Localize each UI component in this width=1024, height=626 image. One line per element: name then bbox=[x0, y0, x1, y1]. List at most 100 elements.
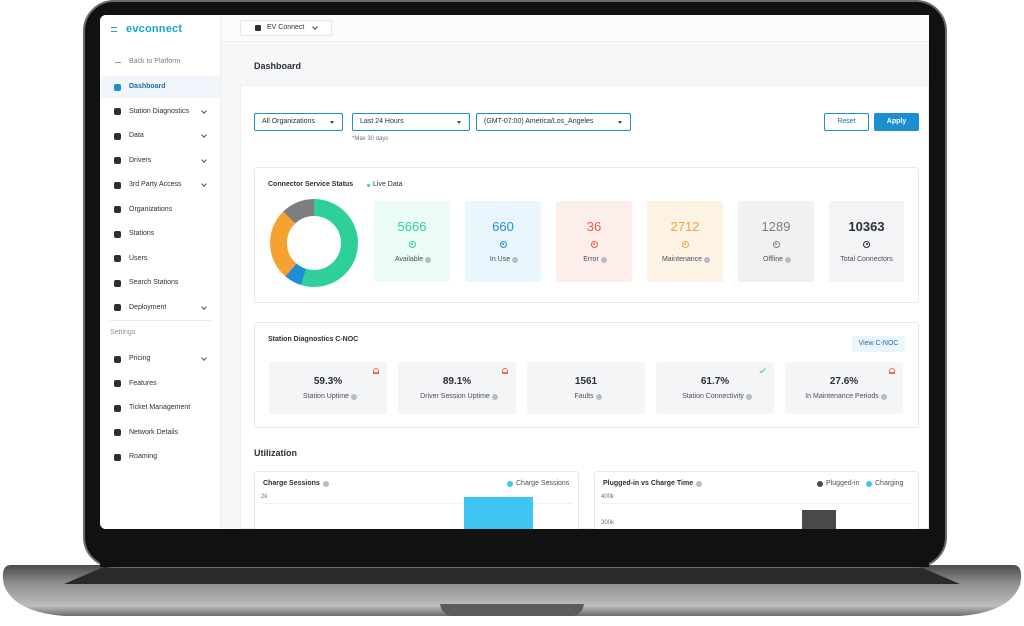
alert-bell-icon bbox=[373, 368, 379, 374]
diagnostics-card bbox=[398, 362, 516, 414]
range-note: *Max 30 days bbox=[352, 136, 389, 142]
diagnostics-card-label: Station Uptime bbox=[303, 393, 349, 400]
content-panel bbox=[240, 85, 929, 529]
donut-segment bbox=[270, 199, 358, 287]
status-card-label: Offline bbox=[762, 256, 784, 263]
nav-item[interactable]: Data bbox=[129, 132, 144, 139]
info-icon bbox=[696, 481, 702, 487]
status-card-icon-dot bbox=[684, 243, 686, 245]
legend-swatch bbox=[866, 481, 872, 487]
status-card-icon-dot bbox=[775, 243, 777, 245]
nav-icon bbox=[114, 453, 121, 461]
timezone-filter[interactable] bbox=[476, 113, 631, 131]
nav-item[interactable]: Network Details bbox=[129, 428, 179, 436]
status-card-icon bbox=[590, 240, 598, 248]
nav-icon bbox=[114, 380, 121, 388]
alert-bell-icon bbox=[502, 368, 508, 374]
nav-item[interactable]: Ticket Management bbox=[129, 404, 191, 412]
nav-icon bbox=[114, 429, 121, 437]
status-card-icon bbox=[772, 240, 780, 248]
live-label: Live Data bbox=[373, 181, 403, 188]
status-card-icon-dot bbox=[502, 243, 504, 245]
y-tick-label: 400k bbox=[601, 494, 615, 500]
bar bbox=[802, 510, 836, 529]
legend-label: Plugged-in bbox=[826, 480, 860, 487]
nav-icon bbox=[114, 355, 121, 363]
trackpad-notch bbox=[440, 604, 584, 616]
status-card-label: In Use bbox=[489, 256, 511, 263]
nav-item[interactable]: 3rd Party Access bbox=[129, 181, 182, 188]
organization-filter-label[interactable]: All Organizations bbox=[262, 118, 315, 125]
nav-icon bbox=[114, 304, 121, 311]
nav-icon bbox=[114, 132, 121, 140]
nav-item[interactable]: Stations bbox=[129, 230, 155, 237]
nav-item[interactable]: Drivers bbox=[129, 156, 152, 164]
brand-logo: evconnect bbox=[126, 23, 183, 35]
legend-label: Charge Sessions bbox=[516, 480, 570, 487]
nav-item[interactable]: Station Diagnostics bbox=[129, 107, 189, 115]
nav-item[interactable]: Users bbox=[129, 254, 148, 262]
info-icon bbox=[512, 257, 518, 263]
menu-icon bbox=[111, 27, 117, 32]
status-card-icon bbox=[499, 240, 507, 248]
diagnostics-card-label: Station Connectivity bbox=[682, 393, 744, 400]
reset-button[interactable] bbox=[824, 113, 869, 131]
status-card-value: 5666 bbox=[397, 219, 427, 234]
diagnostics-card-value: 27.6% bbox=[829, 376, 859, 387]
screen-bottom-bezel bbox=[100, 529, 929, 567]
apply-button[interactable] bbox=[874, 113, 919, 131]
caret-icon bbox=[330, 121, 334, 124]
status-title: Connector Service Status bbox=[268, 181, 354, 188]
nav-icon bbox=[114, 404, 121, 412]
range-filter[interactable] bbox=[352, 113, 470, 131]
nav-icon bbox=[114, 255, 121, 262]
view-cnoc-label[interactable]: View C-NOC bbox=[858, 340, 899, 347]
status-card-value: 1289 bbox=[761, 219, 791, 234]
nav-icon bbox=[114, 83, 121, 91]
nav-section-label: Settings bbox=[110, 329, 136, 336]
nav-item[interactable]: Features bbox=[129, 379, 157, 387]
caret-icon bbox=[457, 121, 461, 124]
status-donut bbox=[270, 199, 358, 287]
status-card-label: Error bbox=[583, 256, 599, 263]
live-dot bbox=[367, 183, 370, 187]
total-card-label: Total Connectors bbox=[840, 256, 893, 263]
caret-icon bbox=[618, 121, 622, 124]
chart-title: Charge Sessions bbox=[263, 480, 320, 487]
diagnostics-title: Station Diagnostics C-NOC bbox=[268, 336, 359, 343]
reset-button-label[interactable]: Reset bbox=[837, 118, 856, 125]
info-icon bbox=[881, 394, 887, 400]
donut-segment bbox=[270, 199, 358, 287]
nav-item[interactable]: Search Stations bbox=[129, 279, 179, 286]
apply-button-label[interactable]: Apply bbox=[886, 118, 907, 125]
back-link[interactable]: Back to Platform bbox=[129, 58, 181, 65]
organization-filter[interactable] bbox=[254, 113, 343, 131]
org-switcher[interactable] bbox=[240, 20, 332, 36]
nav-item[interactable]: Pricing bbox=[129, 355, 151, 362]
diagnostics-card-label: Faults bbox=[574, 393, 594, 400]
timezone-filter-label[interactable]: (GMT-07:00) America/Los_Angeles bbox=[484, 118, 594, 125]
alert-bell-icon bbox=[889, 368, 895, 374]
org-switcher-label[interactable]: EV Connect bbox=[267, 24, 305, 31]
diagnostics-card bbox=[527, 362, 645, 414]
nav-item[interactable]: Roaming bbox=[129, 453, 158, 461]
diagnostics-card-value: 59.3% bbox=[313, 376, 343, 387]
nav-separator bbox=[110, 320, 211, 321]
diagnostics-card bbox=[656, 362, 774, 414]
nav-item[interactable]: Dashboard bbox=[129, 83, 166, 90]
back-arrow-icon bbox=[115, 62, 121, 63]
info-icon bbox=[601, 257, 607, 263]
status-card-value: 2712 bbox=[670, 219, 700, 234]
nav-item[interactable]: Deployment bbox=[129, 303, 167, 311]
view-cnoc-button[interactable] bbox=[852, 336, 905, 352]
range-filter-label[interactable]: Last 24 Hours bbox=[360, 118, 404, 125]
legend-label: Charging bbox=[875, 480, 904, 487]
diagnostics-card-value: 89.1% bbox=[442, 376, 472, 387]
sidebar bbox=[100, 15, 221, 529]
info-icon bbox=[746, 394, 752, 400]
diagnostics-card bbox=[785, 362, 903, 414]
diagnostics-card-label: In Maintenance Periods bbox=[805, 393, 879, 400]
nav-item[interactable]: Organizations bbox=[129, 205, 173, 213]
total-card-icon bbox=[863, 240, 870, 248]
